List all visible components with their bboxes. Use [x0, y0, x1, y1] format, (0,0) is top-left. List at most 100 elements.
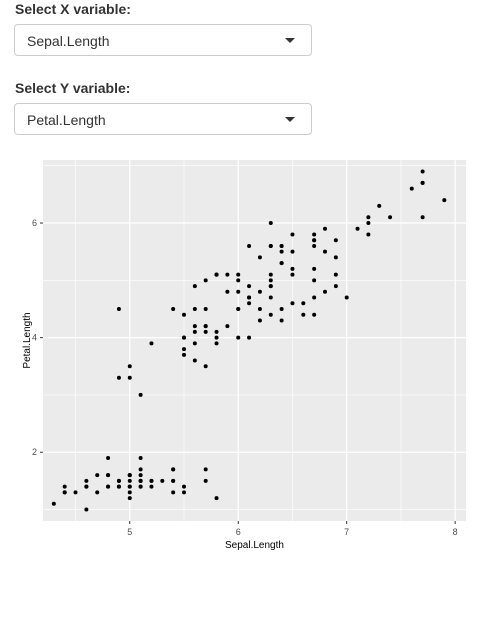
- data-point: [257, 289, 262, 294]
- data-point: [214, 329, 219, 334]
- y-axis-title: Petal.Length: [22, 312, 33, 368]
- grid-major: [43, 160, 466, 521]
- data-point: [377, 203, 382, 208]
- data-point: [333, 272, 338, 277]
- data-point: [268, 243, 273, 248]
- data-point: [182, 335, 186, 340]
- data-point: [106, 473, 111, 478]
- data-point: [333, 255, 338, 260]
- data-point: [279, 261, 284, 266]
- data-point: [214, 341, 219, 346]
- data-point: [366, 221, 371, 226]
- data-point: [203, 306, 208, 311]
- y-axis-tick-labels: 2 4 6: [32, 218, 37, 457]
- data-point: [182, 312, 186, 317]
- y-tick-label: 4: [32, 333, 37, 343]
- data-point: [171, 306, 176, 311]
- data-point: [268, 272, 273, 277]
- data-point: [127, 490, 132, 495]
- data-point: [138, 484, 143, 489]
- data-point: [420, 215, 425, 220]
- data-point: [420, 180, 425, 185]
- data-point: [247, 301, 252, 306]
- data-point: [344, 295, 349, 300]
- data-point: [127, 375, 132, 380]
- x-axis-title: Sepal.Length: [225, 540, 284, 551]
- data-point: [268, 278, 273, 283]
- data-point: [84, 507, 89, 512]
- y-variable-selected-value: Petal.Length: [27, 112, 106, 128]
- data-point: [171, 478, 176, 483]
- data-point: [236, 272, 241, 277]
- data-point: [84, 484, 89, 489]
- data-point: [366, 215, 371, 220]
- data-point: [149, 478, 154, 483]
- data-point: [257, 306, 262, 311]
- data-point: [214, 272, 219, 277]
- data-point: [268, 312, 273, 317]
- data-point: [290, 272, 295, 277]
- data-point: [323, 226, 327, 231]
- data-point: [312, 243, 317, 248]
- data-point: [225, 272, 230, 277]
- data-point: [388, 215, 393, 220]
- data-point: [333, 238, 338, 243]
- data-point: [203, 478, 208, 483]
- x-tick-label: 5: [127, 527, 132, 537]
- y-tick-label: 6: [32, 218, 37, 228]
- data-point: [301, 312, 306, 317]
- data-point: [138, 473, 143, 478]
- data-point: [138, 478, 143, 483]
- data-point: [236, 335, 241, 340]
- data-point: [301, 301, 306, 306]
- data-point: [420, 169, 425, 174]
- y-variable-label: Select Y variable:: [15, 80, 131, 96]
- data-point: [182, 352, 186, 357]
- data-point: [116, 484, 121, 489]
- data-point: [203, 467, 208, 472]
- data-point: [323, 249, 327, 254]
- data-point: [171, 467, 176, 472]
- data-point: [160, 478, 165, 483]
- data-point: [138, 455, 143, 460]
- data-point: [73, 490, 78, 495]
- data-point: [203, 329, 208, 334]
- data-point: [127, 496, 132, 501]
- data-point: [127, 473, 132, 478]
- data-point: [149, 341, 154, 346]
- data-point: [247, 295, 252, 300]
- data-point: [182, 490, 186, 495]
- data-point: [247, 335, 252, 340]
- data-point: [290, 249, 295, 254]
- x-tick-label: 6: [236, 527, 241, 537]
- data-point: [236, 306, 241, 311]
- scatter-plot: 5 6 7 8 2 4 6 Sepal.Length Petal.Length: [22, 160, 466, 551]
- data-point: [247, 284, 252, 289]
- data-point: [312, 312, 317, 317]
- data-point: [192, 329, 197, 334]
- data-point: [312, 278, 317, 283]
- data-point: [127, 364, 132, 369]
- data-point: [290, 266, 295, 271]
- data-point: [214, 335, 219, 340]
- data-points: [51, 169, 447, 512]
- data-point: [290, 232, 295, 237]
- data-point: [116, 375, 121, 380]
- y-tick-label: 2: [32, 447, 37, 457]
- axis-ticks: [40, 222, 456, 524]
- data-point: [355, 226, 360, 231]
- data-point: [138, 467, 143, 472]
- grid-minor: [43, 160, 466, 521]
- data-point: [203, 278, 208, 283]
- data-point: [257, 318, 262, 323]
- data-point: [279, 306, 284, 311]
- data-point: [312, 232, 317, 237]
- data-point: [268, 221, 273, 226]
- data-point: [279, 249, 284, 254]
- data-point: [138, 392, 143, 397]
- x-variable-select[interactable]: Sepal.Length: [14, 24, 312, 56]
- data-point: [225, 324, 230, 329]
- data-point: [192, 284, 197, 289]
- y-variable-select[interactable]: Petal.Length: [14, 103, 312, 135]
- data-point: [171, 490, 176, 495]
